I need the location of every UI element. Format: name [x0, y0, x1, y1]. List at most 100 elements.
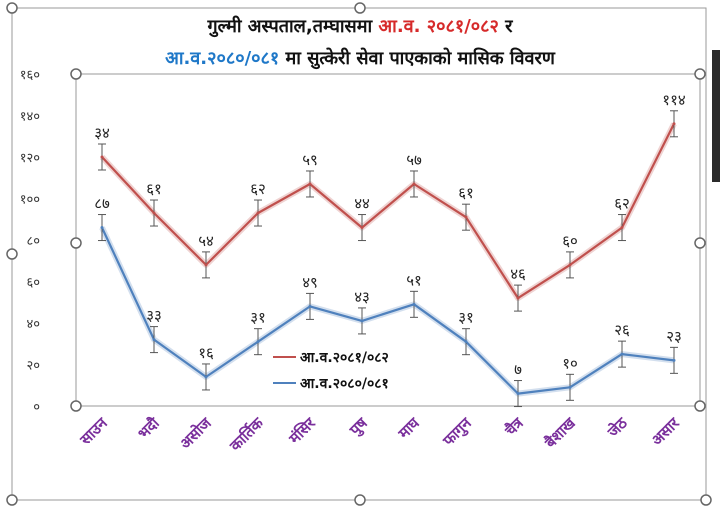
title-line1-red: आ.व. २०८१/०८२ — [378, 16, 498, 37]
y-tick-label: १०० — [20, 193, 40, 208]
right-edge-panel — [712, 50, 720, 182]
data-point — [204, 375, 208, 379]
x-category-label: पुष — [345, 413, 372, 440]
data-label: ४४ — [354, 195, 370, 213]
y-tick-label: ८० — [26, 234, 40, 249]
data-label: २३ — [666, 327, 682, 345]
x-category-label: फागुन — [439, 414, 476, 451]
data-point — [412, 302, 416, 306]
chart-title-line1: गुल्मी अस्पताल,तम्घासमा आ.व. २०८१/०८२ र — [206, 15, 513, 38]
y-tick-label: २० — [26, 359, 40, 374]
data-point — [100, 155, 104, 159]
data-point — [568, 263, 572, 267]
x-category-label: असार — [648, 413, 684, 449]
y-tick-label: १२० — [20, 151, 40, 166]
data-label: १६ — [198, 344, 214, 362]
selection-handles[interactable] — [6, 2, 712, 506]
data-point — [100, 226, 104, 230]
y-tick-label: ४० — [26, 317, 40, 332]
plot-handle-top-right[interactable] — [694, 68, 706, 80]
data-point — [464, 215, 468, 219]
data-point — [360, 226, 364, 230]
x-category-label: चैत्र — [501, 414, 528, 441]
handle-bottom-left[interactable] — [6, 494, 18, 506]
plot-handle-bottom-right[interactable] — [694, 400, 706, 412]
data-point — [516, 392, 520, 396]
x-category-label: असोज — [176, 413, 215, 452]
y-tick-label: ६० — [26, 276, 40, 291]
data-label: २६ — [614, 321, 630, 339]
data-point — [308, 182, 312, 186]
legend: आ.व.२०८१/०८२ आ.व.२०८०/०८१ — [273, 350, 389, 392]
data-point — [672, 358, 676, 362]
x-category-label: माघ — [394, 413, 424, 443]
data-point — [152, 338, 156, 342]
data-label: ३३ — [146, 307, 162, 325]
series-line-glow — [99, 122, 677, 302]
data-label: ६२ — [250, 180, 266, 198]
data-label: ६० — [562, 232, 578, 250]
data-point — [308, 304, 312, 308]
data-point — [204, 263, 208, 267]
data-point — [256, 211, 260, 215]
x-category-label: मंसिर — [285, 413, 320, 448]
title-line2-black: मा सुत्केरी सेवा पाएकाको मासिक विवरण — [279, 47, 556, 70]
data-label: ३१ — [458, 309, 474, 327]
handle-top-mid[interactable] — [354, 2, 366, 14]
data-label: ४६ — [510, 265, 526, 283]
data-label: ३४ — [94, 124, 110, 142]
data-label: ५७ — [406, 151, 422, 169]
legend-label-2080: आ.व.२०८०/०८१ — [300, 376, 389, 392]
plot-handle-bottom-left[interactable] — [70, 400, 82, 412]
title-line1-tail: र — [499, 16, 513, 37]
data-label: ४३ — [354, 288, 370, 306]
data-label: ६१ — [146, 180, 162, 198]
y-tick-label: १४० — [20, 110, 40, 125]
x-axis-categories: साउन भदौ असोज कार्तिक मंसिर पुष माघ फागुन चैत्र ब… — [76, 413, 684, 455]
x-category-label: साउन — [76, 414, 112, 450]
series-line — [101, 123, 675, 300]
data-point — [464, 340, 468, 344]
y-tick-label: ० — [33, 400, 40, 415]
handle-top-left[interactable] — [6, 2, 18, 14]
data-label: ५९ — [302, 151, 318, 169]
series-layer: ३४ ६१ ५४ ६२ ५९ ४४ ५७ ६१ ४६ ६० ६२ ११४ ८७ ३३ १६ ३१ ४९ ४३ ५१ ३… — [94, 91, 686, 408]
plot-handle-right-mid[interactable] — [694, 237, 706, 249]
title-line2-blue: आ.व.२०८०/०८१ — [165, 48, 279, 69]
data-label: ३१ — [250, 309, 266, 327]
plot-handle-top-left[interactable] — [70, 68, 82, 80]
data-label: ११४ — [662, 91, 686, 109]
x-category-label: बैशाख — [541, 414, 580, 453]
data-label: ८७ — [94, 195, 110, 213]
data-label: १० — [562, 354, 578, 372]
data-point — [152, 211, 156, 215]
title-line1-black: गुल्मी अस्पताल,तम्घासमा — [206, 15, 378, 38]
data-label: ५४ — [198, 232, 214, 250]
data-label: ७ — [514, 361, 522, 379]
data-point — [568, 385, 572, 389]
legend-label-2081: आ.व.२०८१/०८२ — [300, 350, 389, 366]
x-category-label: भदौ — [134, 413, 163, 442]
data-point — [672, 122, 676, 126]
data-label: ४९ — [302, 273, 318, 291]
handle-bottom-right[interactable] — [700, 494, 712, 506]
y-axis-ticks: ० २० ४० ६० ८० १०० १२० १४० १६० — [20, 68, 40, 415]
series-line — [101, 227, 675, 395]
data-point — [620, 226, 624, 230]
handle-bottom-mid[interactable] — [354, 494, 366, 506]
plot-handle-left-mid[interactable] — [70, 237, 82, 249]
data-label: ६१ — [458, 184, 474, 202]
data-point — [360, 319, 364, 323]
data-point — [256, 340, 260, 344]
data-point — [412, 182, 416, 186]
data-label: ६२ — [614, 195, 630, 213]
data-point — [516, 296, 520, 300]
data-label: ५१ — [406, 271, 422, 289]
x-category-label: जेठ — [603, 413, 631, 441]
chart-title-line2: आ.व.२०८०/०८१ मा सुत्केरी सेवा पाएकाको मा… — [165, 47, 556, 70]
data-point — [620, 352, 624, 356]
handle-left-mid[interactable] — [6, 248, 18, 260]
x-category-label: कार्तिक — [226, 413, 268, 455]
y-tick-label: १६० — [20, 68, 40, 83]
